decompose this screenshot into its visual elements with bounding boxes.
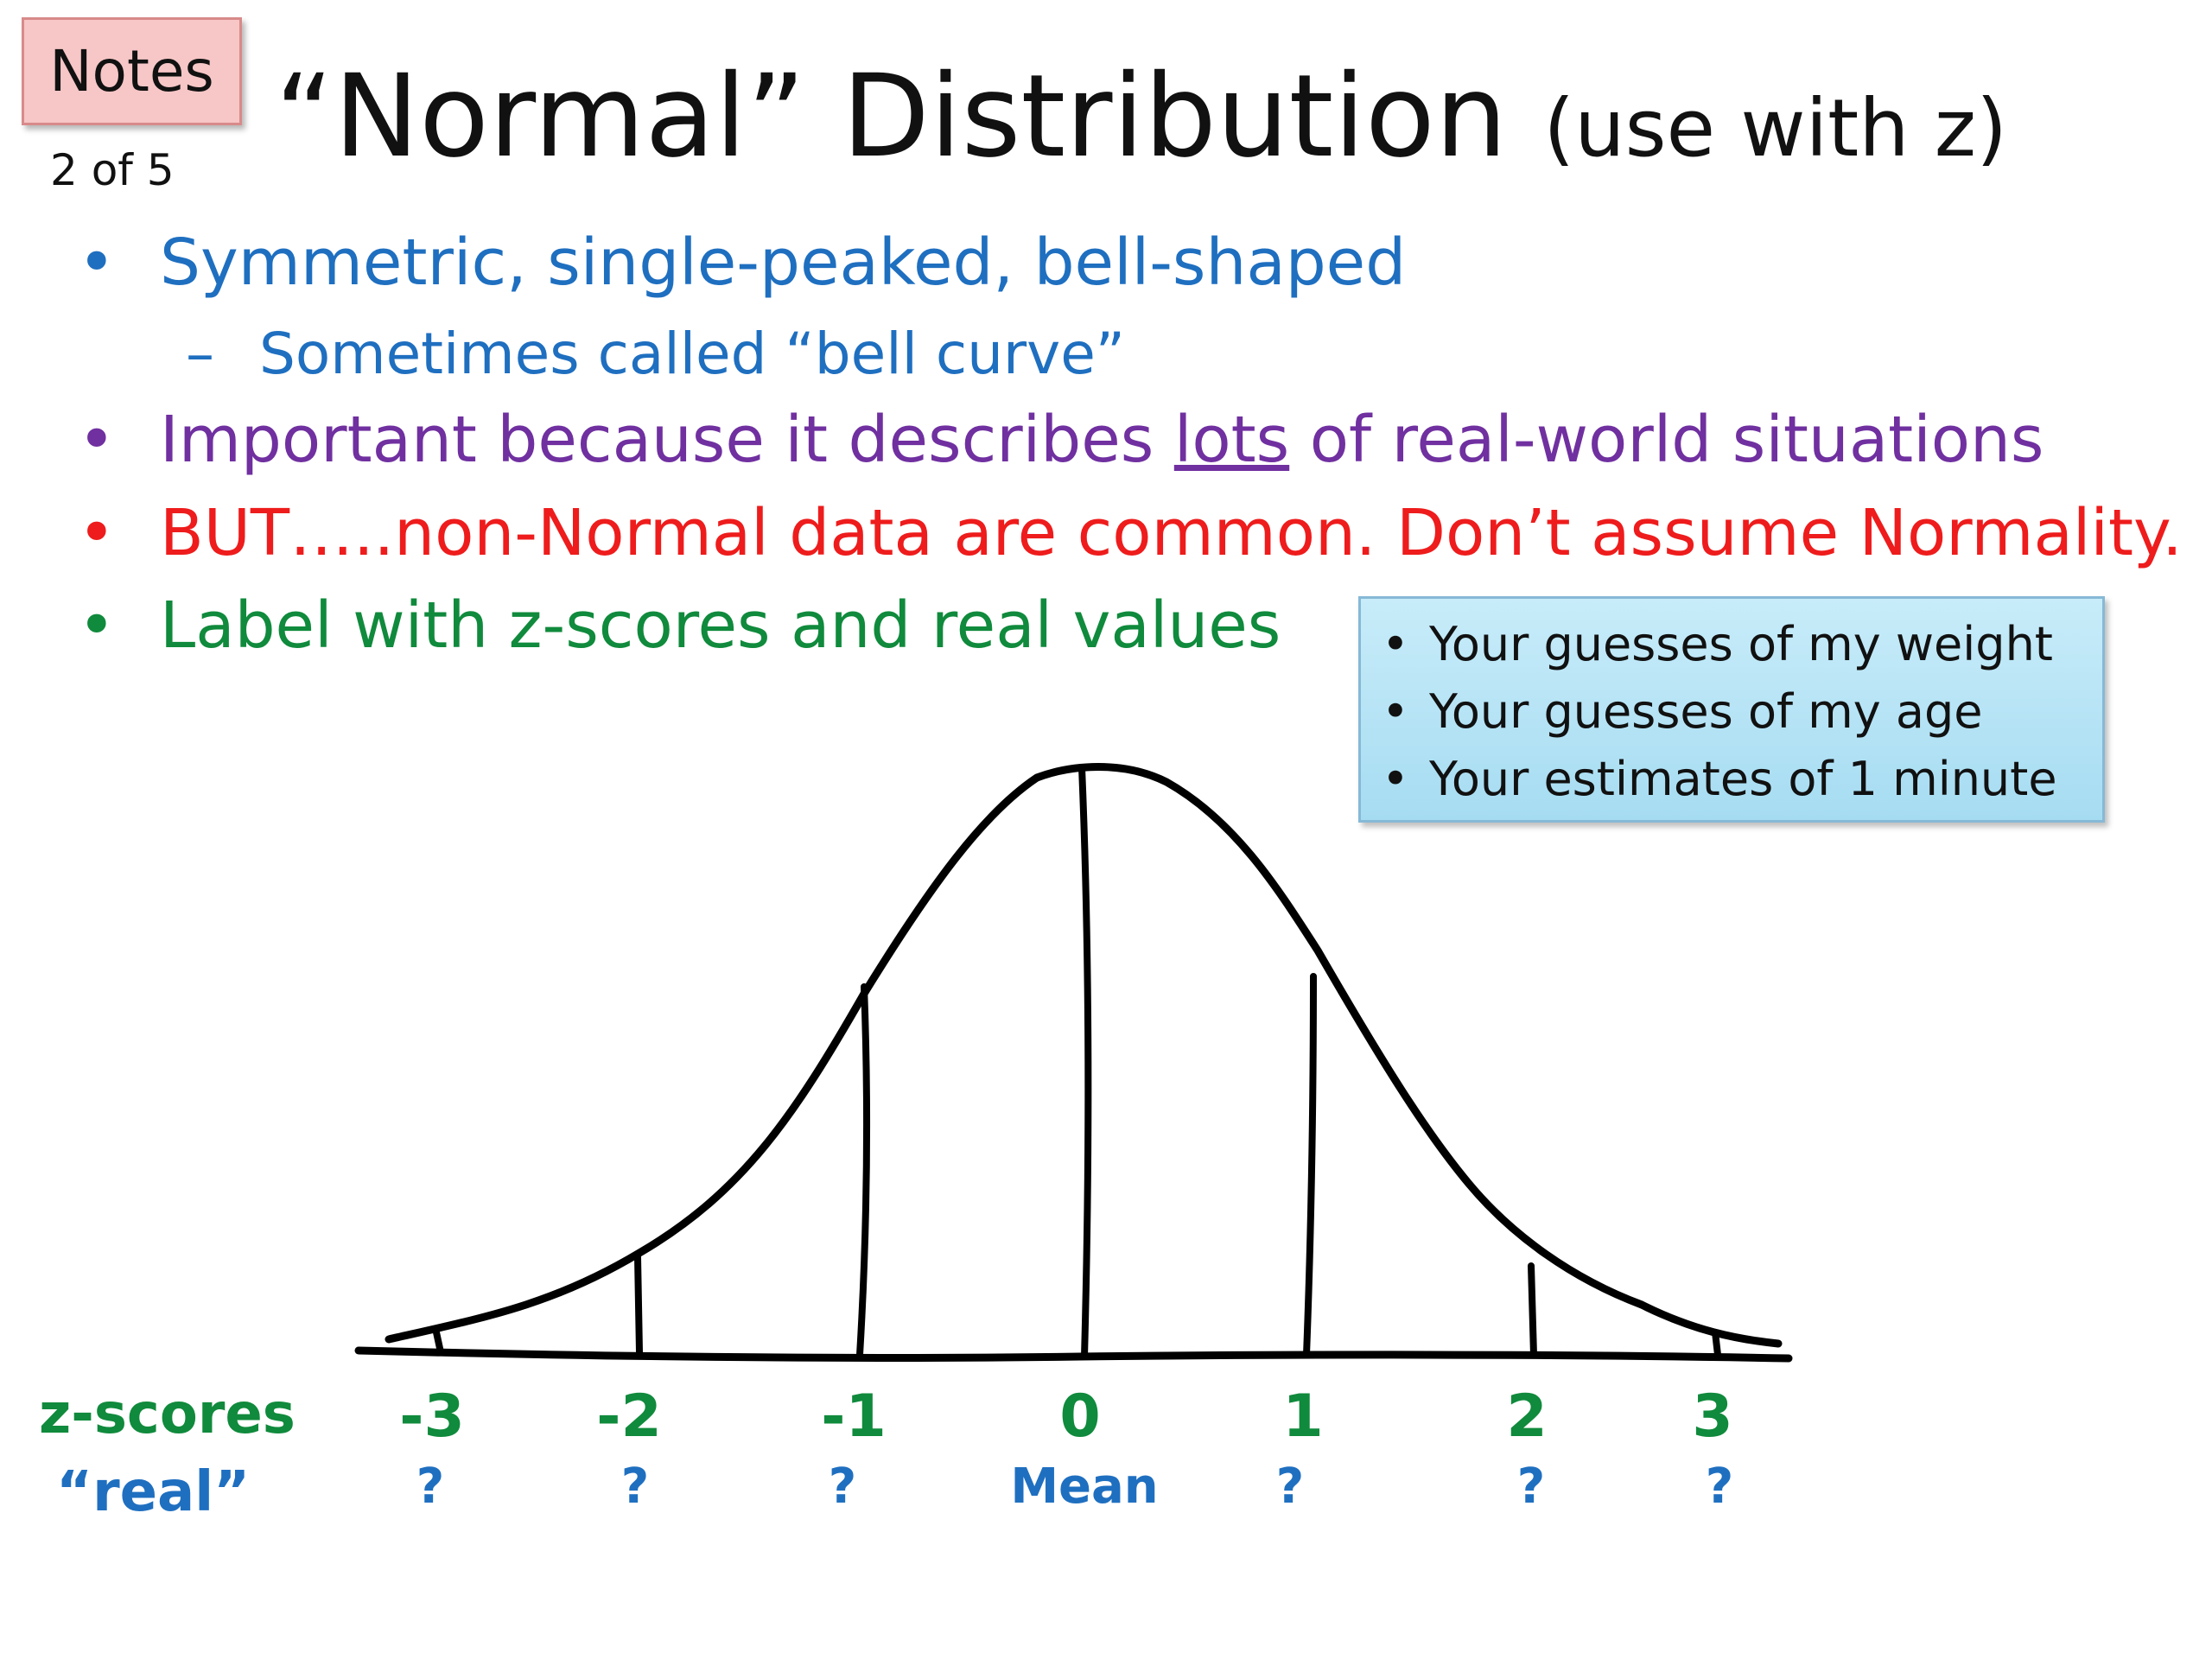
bullet-marker: •: [78, 226, 116, 300]
slide-title-main: “Normal” Distribution: [275, 50, 1508, 183]
sd-line-pos1: [1303, 973, 1317, 1358]
sd-line-neg1: [856, 983, 871, 1358]
real-tick-label: ?: [1705, 1459, 1734, 1515]
sd-line-pos3: [1712, 1329, 1721, 1358]
bullet-text: Important because it describes lots of r…: [160, 402, 2044, 479]
notes-badge: Notes: [22, 17, 242, 125]
example-text: Your estimates of 1 minute: [1429, 752, 2057, 806]
example-item: • Your estimates of 1 minute: [1382, 746, 2102, 813]
slide-title-sub: (use with z): [1543, 82, 2007, 175]
example-item: • Your guesses of my age: [1382, 678, 2102, 746]
bullet-marker: •: [78, 496, 116, 570]
bell-curve: [385, 763, 1783, 1348]
example-text: Your guesses of my age: [1429, 684, 1983, 739]
z-tick-label: -2: [596, 1382, 662, 1451]
examples-box: • Your guesses of my weight • Your guesses…: [1358, 596, 2105, 823]
sd-line-neg2: [634, 1254, 643, 1356]
bullet-text-underlined: lots: [1173, 403, 1290, 477]
example-marker: •: [1382, 617, 1409, 671]
real-tick-label: ?: [416, 1459, 445, 1515]
sd-line-pos2: [1528, 1262, 1537, 1358]
z-tick-label: 3: [1692, 1382, 1733, 1451]
z-tick-label: 2: [1506, 1382, 1548, 1451]
real-tick-label: ?: [1516, 1459, 1546, 1515]
bullet-text: Label with z-scores and real values: [160, 588, 1281, 663]
z-tick-label: -3: [399, 1382, 465, 1451]
real-tick-label: ?: [1275, 1459, 1305, 1515]
bullet-marker: •: [78, 403, 116, 477]
subbullet-marker: –: [186, 321, 214, 387]
bullet-text-after: of real-world situations: [1289, 403, 2044, 477]
sd-line-mean: [1078, 764, 1092, 1360]
real-tick-label: Mean: [1010, 1459, 1159, 1515]
bullet-text: BUT…..non-Normal data are common. Don’t …: [160, 496, 2183, 570]
z-tick-label: 0: [1059, 1382, 1101, 1451]
example-text: Your guesses of my weight: [1429, 617, 2053, 671]
sd-line-neg3: [433, 1329, 444, 1356]
slide-title: “Normal” Distribution (use with z): [275, 50, 2007, 183]
real-tick-label: ?: [828, 1459, 857, 1515]
page-indicator: 2 of 5: [50, 145, 175, 195]
baseline: [354, 1346, 1793, 1363]
z-tick-label: 1: [1282, 1382, 1324, 1451]
subbullet-text: Sometimes called “bell curve”: [259, 321, 1125, 387]
bullet-text-before: Important because it describes: [160, 403, 1174, 477]
real-tick-label: ?: [620, 1459, 650, 1515]
example-item: • Your guesses of my weight: [1382, 611, 2102, 678]
example-marker: •: [1382, 752, 1409, 806]
z-tick-label: -1: [821, 1382, 887, 1451]
bullet-marker: •: [78, 588, 116, 663]
example-marker: •: [1382, 684, 1409, 739]
real-values-label: “real”: [56, 1460, 251, 1524]
bullet-text: Symmetric, single-peaked, bell-shaped: [160, 226, 1407, 300]
z-scores-label: z-scores: [39, 1382, 296, 1446]
